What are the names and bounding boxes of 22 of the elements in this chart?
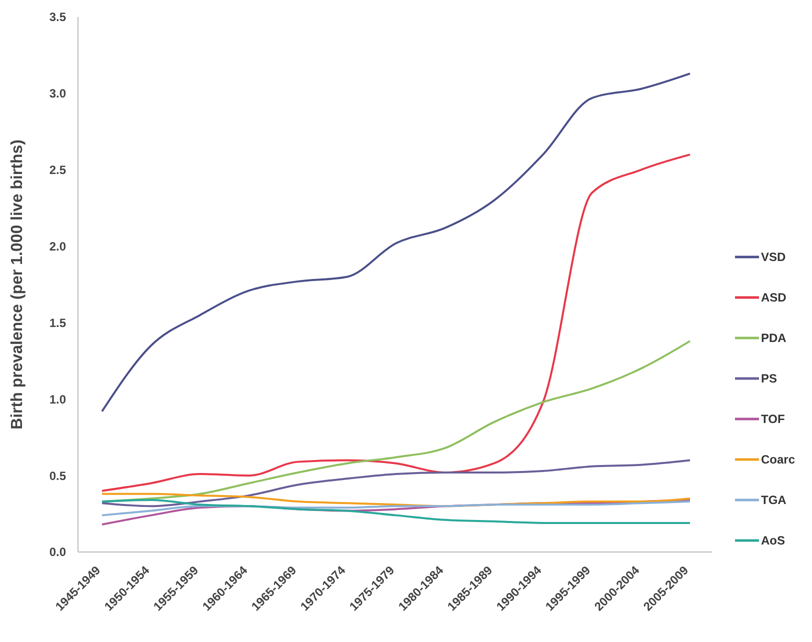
legend-label: AoS: [761, 534, 785, 548]
legend-label: PDA: [761, 331, 787, 346]
legend-label: VSD: [761, 250, 786, 264]
y-tick-label: 3.5: [49, 10, 66, 24]
y-tick-label: 1.0: [49, 392, 66, 406]
y-tick-label: 3.0: [49, 86, 66, 101]
line-series: [101, 459, 691, 508]
y-axis-title: Birth prevalence (per 1.000 live births): [9, 140, 26, 430]
legend-label: Coarc: [761, 452, 796, 467]
line-series: [101, 154, 691, 492]
y-tick-label: 2.5: [49, 163, 66, 178]
legend-label: ASD: [761, 290, 787, 305]
legend-label: TOF: [761, 412, 785, 426]
legend-label: TGA: [761, 493, 787, 508]
line-series: [101, 72, 691, 412]
legend-label: PS: [761, 372, 778, 386]
y-tick-label: 0.5: [49, 468, 66, 483]
line-series: [101, 500, 691, 516]
y-tick-label: 0.0: [49, 545, 66, 560]
line-series: [101, 492, 691, 508]
y-tick-label: 1.5: [49, 316, 66, 330]
y-tick-label: 2.0: [49, 239, 66, 254]
